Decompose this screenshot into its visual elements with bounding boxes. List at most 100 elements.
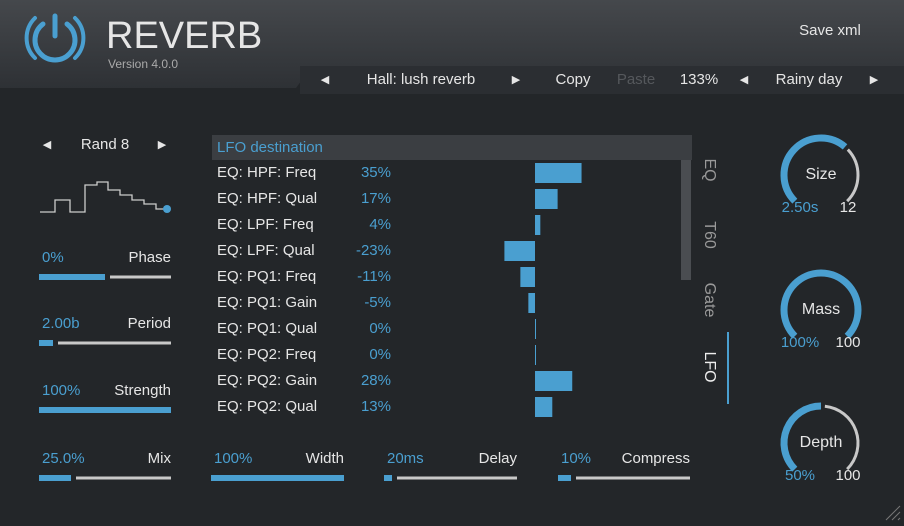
preset-name[interactable]: Hall: lush reverb (367, 71, 475, 88)
modulation-bar[interactable] (504, 241, 535, 261)
style-name[interactable]: Rainy day (776, 71, 843, 88)
knob-track (846, 148, 860, 203)
slider-label: Strength (114, 382, 171, 399)
knob-track (824, 404, 860, 471)
slider-value: 100% (42, 382, 80, 399)
row-name: EQ: PQ1: Gain (217, 294, 317, 311)
scrollbar[interactable] (681, 160, 691, 280)
slider-label: Delay (479, 450, 518, 467)
knob-name: Mass (802, 301, 840, 318)
slider-fill (39, 274, 105, 280)
row-value: 35% (361, 164, 391, 181)
modulation-bar[interactable] (535, 319, 536, 339)
slider[interactable] (39, 407, 171, 413)
modulation-bar[interactable] (528, 293, 535, 313)
slider-label: Period (128, 315, 171, 332)
slider-fill (384, 475, 392, 481)
slider-fill (211, 475, 344, 481)
row-value: 17% (361, 190, 391, 207)
modulation-bar[interactable] (535, 163, 582, 183)
row-name: EQ: PQ2: Gain (217, 372, 317, 389)
slider-value: 0% (42, 249, 64, 266)
row-value: 0% (369, 346, 391, 363)
row-name: EQ: PQ1: Freq (217, 268, 316, 285)
next-shape[interactable]: ▶ (158, 139, 167, 151)
row-value: -23% (356, 242, 391, 259)
save-button[interactable]: Save xml (799, 22, 861, 39)
slider-fill (39, 407, 171, 413)
title: REVERB (106, 15, 262, 57)
next-preset[interactable]: ▶ (512, 74, 521, 86)
slider-track (397, 476, 517, 480)
modulation-bar[interactable] (535, 371, 573, 391)
knob-max: 12 (840, 199, 857, 216)
tab[interactable]: Gate (701, 283, 718, 318)
slider[interactable] (39, 475, 171, 481)
knob-max: 100 (835, 467, 860, 484)
row-value: 0% (369, 320, 391, 337)
table-header (212, 135, 692, 160)
modulation-bar[interactable] (535, 345, 536, 365)
knob-arc (780, 134, 848, 204)
preset-bar (300, 66, 904, 94)
next-style[interactable]: ▶ (870, 74, 879, 86)
knob[interactable] (780, 134, 860, 204)
slider-value: 20ms (387, 450, 424, 467)
slider[interactable] (39, 340, 171, 346)
row-value: 4% (369, 216, 391, 233)
lfo-shape[interactable]: Rand 8 (81, 136, 129, 153)
slider[interactable] (211, 475, 344, 481)
knob-value: 100% (781, 334, 819, 351)
knob-arc (780, 402, 822, 472)
row-name: EQ: HPF: Qual (217, 190, 317, 207)
copy-button[interactable]: Copy (555, 71, 591, 88)
slider-fill (39, 340, 53, 346)
slider[interactable] (39, 274, 171, 280)
lfo-position (163, 205, 171, 213)
row-value: -5% (364, 294, 391, 311)
version: Version 4.0.0 (108, 57, 178, 71)
tab[interactable]: T60 (701, 221, 718, 249)
slider-value: 10% (561, 450, 591, 467)
slider-fill (39, 475, 71, 481)
knob-name: Size (805, 166, 836, 183)
slider-label: Mix (148, 450, 172, 467)
prev-preset[interactable]: ◀ (321, 74, 330, 86)
tab[interactable]: LFO (701, 351, 718, 382)
modulation-bar[interactable] (535, 215, 541, 235)
tab[interactable]: EQ (701, 158, 718, 181)
power-button[interactable] (24, 13, 86, 63)
slider-track (58, 341, 171, 345)
modulation-bar[interactable] (535, 397, 553, 417)
modulation-bar[interactable] (520, 267, 535, 287)
slider-track (576, 476, 690, 480)
slider-track (110, 275, 171, 279)
slider-label: Width (306, 450, 344, 467)
row-value: -11% (357, 268, 391, 285)
knob[interactable] (780, 269, 862, 339)
knob-value: 2.50s (782, 199, 819, 216)
resize-handle[interactable] (885, 505, 901, 521)
lfo-shape-graph (40, 181, 167, 213)
row-value: 28% (361, 372, 391, 389)
paste-button[interactable]: Paste (617, 71, 655, 88)
slider-value: 2.00b (42, 315, 80, 332)
modulation-bar[interactable] (535, 189, 558, 209)
row-name: EQ: LPF: Qual (217, 242, 315, 259)
slider[interactable] (558, 475, 690, 481)
knob-value: 50% (785, 467, 815, 484)
table-title: LFO destination (217, 139, 323, 156)
zoom[interactable]: 133% (680, 71, 718, 88)
row-value: 13% (361, 398, 391, 415)
row-name: EQ: HPF: Freq (217, 164, 316, 181)
prev-style[interactable]: ◀ (740, 74, 749, 86)
slider[interactable] (384, 475, 517, 481)
slider-fill (558, 475, 571, 481)
prev-shape[interactable]: ◀ (43, 139, 52, 151)
knob-arc (780, 269, 862, 339)
slider-value: 25.0% (42, 450, 85, 467)
slider-track (76, 476, 171, 480)
knob[interactable] (780, 402, 860, 472)
